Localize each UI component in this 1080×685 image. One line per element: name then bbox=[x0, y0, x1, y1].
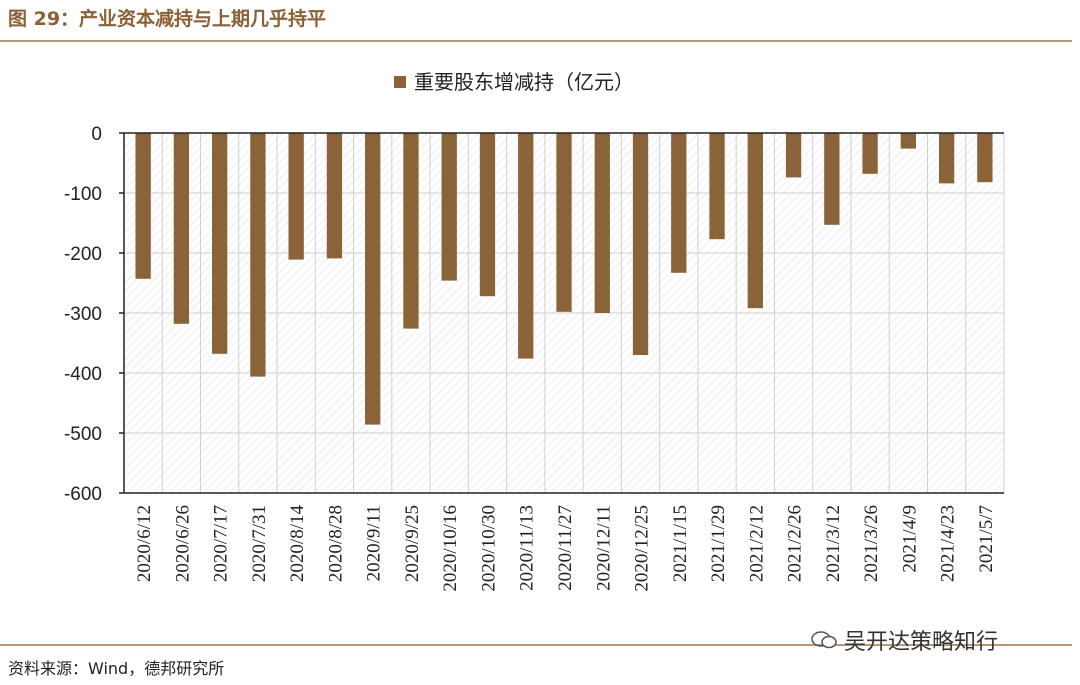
bar bbox=[977, 133, 993, 183]
y-tick-label: -600 bbox=[64, 484, 102, 505]
x-tick-label: 2020/11/27 bbox=[555, 505, 576, 591]
watermark-text: 吴开达策略知行 bbox=[844, 630, 999, 655]
x-tick-label: 2020/6/26 bbox=[172, 505, 193, 582]
legend-swatch bbox=[394, 76, 406, 88]
x-tick-label: 2021/4/9 bbox=[899, 505, 920, 573]
bar bbox=[173, 133, 190, 324]
x-tick-label: 2021/3/26 bbox=[861, 505, 882, 582]
footer-rule bbox=[0, 644, 1072, 646]
y-tick-label: -500 bbox=[64, 424, 102, 445]
bar bbox=[365, 133, 381, 425]
x-tick-label: 2021/1/15 bbox=[670, 505, 691, 582]
figure-title: 图 29：产业资本减持与上期几乎持平 bbox=[8, 8, 327, 30]
y-tick-label: -400 bbox=[64, 364, 102, 385]
source-note: 资料来源：Wind，德邦研究所 bbox=[8, 659, 225, 678]
bar bbox=[135, 133, 151, 279]
x-tick-label: 2020/8/28 bbox=[325, 505, 346, 582]
x-tick-label: 2021/4/23 bbox=[938, 505, 959, 582]
x-tick-label: 2020/11/13 bbox=[517, 505, 538, 591]
bar bbox=[785, 133, 802, 178]
bar bbox=[594, 133, 610, 313]
x-tick-label: 2020/9/25 bbox=[402, 505, 423, 582]
x-tick-label: 2020/10/16 bbox=[440, 505, 461, 592]
bar bbox=[556, 133, 572, 312]
x-tick-label: 2021/2/12 bbox=[746, 505, 767, 582]
x-tick-label: 2020/12/25 bbox=[632, 505, 653, 592]
watermark: 吴开达策略知行 bbox=[810, 624, 998, 656]
bar bbox=[479, 133, 496, 297]
x-tick-label: 2021/2/26 bbox=[785, 505, 806, 582]
bar bbox=[441, 133, 457, 281]
bar bbox=[403, 133, 419, 329]
wechat-icon bbox=[811, 631, 837, 649]
y-tick-label: -100 bbox=[64, 184, 102, 205]
x-tick-label: 2021/3/12 bbox=[823, 505, 844, 582]
y-tick-label: -200 bbox=[64, 244, 102, 265]
bar bbox=[709, 133, 725, 240]
bar bbox=[900, 133, 916, 149]
legend-label: 重要股东增减持（亿元） bbox=[414, 70, 634, 94]
bar bbox=[518, 133, 534, 359]
bar bbox=[288, 133, 304, 260]
x-tick-label: 2020/7/17 bbox=[211, 505, 232, 582]
y-tick-label: 0 bbox=[91, 124, 102, 145]
bar bbox=[747, 133, 763, 309]
x-tick-label: 2020/12/11 bbox=[593, 505, 614, 591]
bar bbox=[212, 133, 228, 354]
title-rule bbox=[0, 40, 1072, 42]
x-tick-label: 2020/7/31 bbox=[249, 505, 270, 582]
x-tick-label: 2020/8/14 bbox=[287, 505, 308, 583]
bar bbox=[671, 133, 687, 273]
bar bbox=[632, 133, 649, 355]
x-tick-label: 2020/6/12 bbox=[134, 505, 155, 582]
bar bbox=[862, 133, 878, 174]
x-tick-label: 2020/9/11 bbox=[364, 505, 385, 581]
y-tick-label: -300 bbox=[64, 304, 102, 325]
bar bbox=[326, 133, 343, 259]
bar bbox=[824, 133, 840, 225]
x-tick-label: 2020/10/30 bbox=[478, 505, 499, 592]
bar bbox=[938, 133, 955, 184]
legend: 重要股东增减持（亿元） bbox=[394, 70, 634, 94]
bar bbox=[250, 133, 266, 377]
x-tick-label: 2021/5/7 bbox=[976, 505, 997, 573]
x-tick-label: 2021/1/29 bbox=[708, 505, 729, 582]
